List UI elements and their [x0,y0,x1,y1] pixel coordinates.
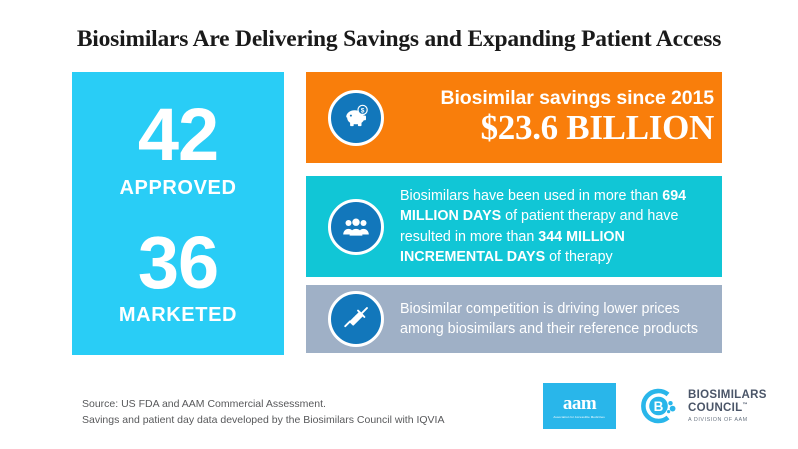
syringe-icon [328,291,384,347]
source-note-line1: Source: US FDA and AAM Commercial Assess… [82,398,326,410]
aam-tagline: Association for Accessible Medicines [553,414,606,419]
council-line2: COUNCIL™ [688,402,767,415]
savings-amount: $23.6 BILLION [480,108,715,148]
source-note-line2: Savings and patient day data developed b… [82,414,445,427]
therapy-segment-3: 344 MILLION INCREMENTAL DAYS [400,228,625,265]
stat-marketed: 36 MARKETED [118,220,238,327]
council-wordmark: BIOSIMILARS COUNCIL™ A DIVISION OF AAM [688,389,767,423]
logo-row: aam Association for Accessible Medicines… [543,382,767,430]
svg-text:$: $ [361,107,365,114]
stat-approved-number: 42 [137,93,219,177]
council-mark-icon: B [639,386,679,426]
svg-text:B: B [654,399,664,414]
banner-therapy: Biosimilars have been used in more than … [306,176,722,277]
source-note: Source: US FDA and AAM Commercial Assess… [82,396,444,429]
council-subtitle: A DIVISION OF AAM [688,417,748,424]
therapy-segment-0: Biosimilars have been used in more than [400,187,663,204]
group-of-people-icon [328,198,384,255]
stat-approved-label: APPROVED [119,176,237,199]
banner-savings: $ Biosimilar savings since 2015 $23.6 BI… [306,72,722,163]
council-line2-text: COUNCIL [688,401,743,414]
council-trademark-icon: ™ [742,401,748,408]
stat-marketed-label: MARKETED [118,303,238,326]
therapy-segment-2: of patient therapy and have resulted in … [400,208,679,245]
page-title: Biosimilars Are Delivering Savings and E… [76,26,722,52]
biosimilars-council-logo: B BIOSIMILARS COUNCIL™ A DIVISION OF AAM [639,386,767,426]
therapy-segment-1: 694 MILLION DAYS [400,187,687,225]
council-line1: BIOSIMILARS [688,388,767,401]
competition-text: Biosimilar competition is driving lower … [400,300,699,337]
therapy-segment-4: of therapy [545,248,613,265]
stat-marketed-number: 36 [137,220,219,304]
stats-panel: 42 APPROVED 36 MARKETED [72,72,284,355]
stat-approved: 42 APPROVED [119,93,237,199]
therapy-text: Biosimilars have been used in more than … [384,186,722,267]
aam-wordmark: aam [562,392,597,414]
banner-competition: Biosimilar competition is driving lower … [306,285,722,353]
savings-caption: Biosimilar savings since 2015 [440,86,715,109]
piggy-bank-icon: $ [328,89,384,146]
aam-logo: aam Association for Accessible Medicines [543,383,616,429]
savings-text: Biosimilar savings since 2015 $23.6 BILL… [384,86,722,148]
